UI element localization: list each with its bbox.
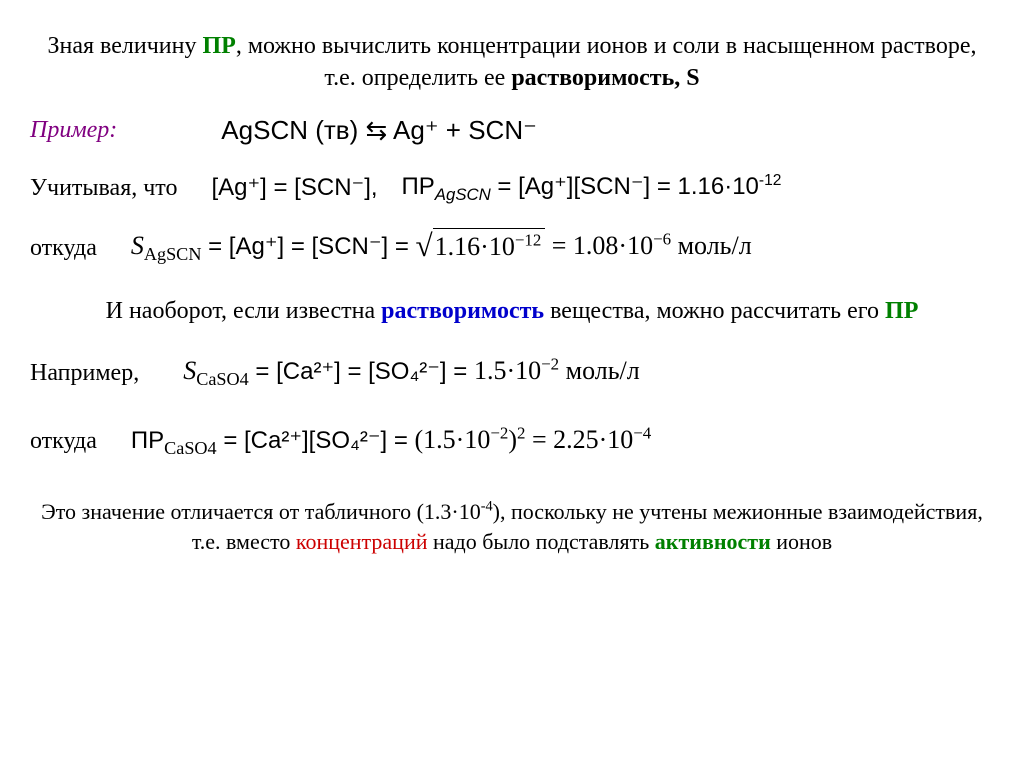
- inverse-paragraph: И наоборот, если известна растворимость …: [30, 295, 994, 327]
- term-activities: активности: [655, 529, 771, 554]
- exponent: −4: [633, 424, 651, 443]
- equation-solubility-agscn: SAgSCN = [Ag⁺] = [SCN⁻] = √1.16·10−12 = …: [131, 228, 752, 267]
- text: Это значение отличается от табличного (1…: [41, 499, 481, 524]
- text: = [Ag⁺][SCN⁻] = 1.16·10: [491, 173, 759, 200]
- label-whence: откуда: [30, 232, 97, 264]
- exponent: −12: [515, 231, 541, 250]
- label-whence: откуда: [30, 425, 97, 457]
- exponent: -12: [759, 172, 782, 189]
- unit: моль/л: [671, 231, 752, 260]
- term-solubility: растворимость, S: [511, 65, 699, 91]
- derive-row-1: откуда SAgSCN = [Ag⁺] = [SCN⁻] = √1.16·1…: [30, 228, 994, 267]
- subscript: CaSO4: [164, 438, 217, 458]
- exponent: −2: [541, 355, 559, 374]
- term-pr: ПР: [202, 33, 235, 59]
- example2-row: Например, SCaSO4 = [Ca²⁺] = [SO₄²⁻] = 1.…: [30, 353, 994, 392]
- label-for-example: Например,: [30, 357, 139, 389]
- subscript: AgSCN: [144, 245, 202, 265]
- subscript: CaSO4: [196, 370, 249, 390]
- exponent: −6: [653, 230, 671, 249]
- text: (1.5·10: [415, 425, 491, 454]
- text: = [Ag⁺] = [SCN⁻] =: [201, 233, 415, 260]
- subscript: AgSCN: [435, 185, 491, 204]
- equation-equality: [Ag⁺] = [SCN⁻],: [211, 172, 377, 204]
- example-row: Пример: AgSCN (тв) ⇆ Ag⁺ + SCN⁻: [30, 113, 994, 148]
- equation-solubility-caso4: SCaSO4 = [Ca²⁺] = [SO₄²⁻] = 1.5·10−2 мол…: [183, 353, 640, 392]
- equation-dissociation: AgSCN (тв) ⇆ Ag⁺ + SCN⁻: [221, 113, 537, 148]
- label-given: Учитывая, что: [30, 172, 177, 204]
- footnote-paragraph: Это значение отличается от табличного (1…: [30, 497, 994, 556]
- text: И наоборот, если известна: [106, 298, 382, 324]
- symbol-s: S: [131, 231, 144, 260]
- text: ): [508, 425, 517, 454]
- text: = [Ca²⁺] = [SO₄²⁻] =: [249, 358, 474, 385]
- text: 1.16·10: [435, 232, 515, 261]
- text: = 1.08·10: [545, 231, 653, 260]
- text: ионов: [771, 529, 832, 554]
- term-concentrations: концентраций: [296, 529, 428, 554]
- text: ПР: [402, 173, 435, 200]
- intro-paragraph: Зная величину ПР, можно вычислить концен…: [30, 30, 994, 95]
- example-label: Пример:: [30, 114, 117, 146]
- equation-pr-caso4: ПРCaSO4 = [Ca²⁺][SO₄²⁻] = (1.5·10−2)2 = …: [131, 422, 651, 461]
- symbol-s: S: [183, 356, 196, 385]
- value: 1.5·10: [474, 356, 541, 385]
- exponent: -4: [481, 499, 493, 515]
- sqrt-icon: √: [416, 230, 433, 266]
- exponent: −2: [490, 424, 508, 443]
- term-solubility: растворимость: [381, 298, 544, 324]
- unit: моль/л: [559, 356, 640, 385]
- sqrt-body: 1.16·10−12: [433, 228, 546, 264]
- derive-row-2: откуда ПРCaSO4 = [Ca²⁺][SO₄²⁻] = (1.5·10…: [30, 422, 994, 461]
- given-row: Учитывая, что [Ag⁺] = [SCN⁻], ПРAgSCN = …: [30, 170, 994, 206]
- equation-pr-value: ПРAgSCN = [Ag⁺][SCN⁻] = 1.16·10-12: [402, 170, 782, 206]
- text: вещества, можно рассчитать его: [544, 298, 885, 324]
- text: ПР: [131, 427, 164, 454]
- text: = [Ca²⁺][SO₄²⁻] =: [217, 427, 415, 454]
- term-pr: ПР: [885, 298, 918, 324]
- text: надо было подставлять: [428, 529, 655, 554]
- text: = 2.25·10: [525, 425, 633, 454]
- text: Зная величину: [48, 33, 203, 59]
- sqrt-expression: √1.16·10−12: [416, 228, 546, 264]
